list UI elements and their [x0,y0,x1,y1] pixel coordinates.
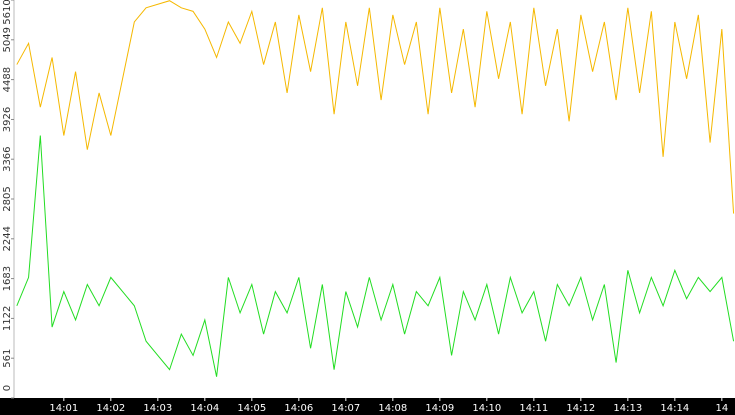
x-tick-label: 14:06 [284,403,313,414]
y-tick-label: 5049 [2,27,13,52]
x-tick-label: 14 [715,403,728,414]
y-tick-label: 4488 [2,67,13,92]
x-axis-strip [0,398,735,415]
x-tick-label: 14:10 [472,403,501,414]
x-tick-label: 14:13 [613,403,642,414]
y-tick-label: 1122 [2,306,13,331]
y-tick-label: 561 [2,349,13,368]
x-tick-label: 14:08 [378,403,407,414]
series-line [16,135,735,377]
x-tick-label: 14:11 [519,403,548,414]
x-tick-label: 14:05 [237,403,266,414]
x-tick-label: 14:02 [96,403,125,414]
y-tick-label: 3366 [2,146,13,171]
y-tick-label: 0 [2,385,13,391]
x-tick-label: 14:04 [190,403,219,414]
y-tick-label: 3926 [2,107,13,132]
y-tick-label: 5610 [2,0,13,25]
x-tick-label: 14:14 [660,403,689,414]
x-tick-label: 14:12 [566,403,595,414]
y-tick-label: 2244 [2,226,13,251]
y-tick-label: 2805 [2,186,13,211]
x-tick-label: 14:09 [425,403,454,414]
x-tick-label: 14:01 [49,403,78,414]
y-tick-label: 1683 [2,266,13,291]
x-tick-label: 14:03 [143,403,172,414]
series-line [16,0,735,214]
x-tick-label: 14:07 [331,403,360,414]
